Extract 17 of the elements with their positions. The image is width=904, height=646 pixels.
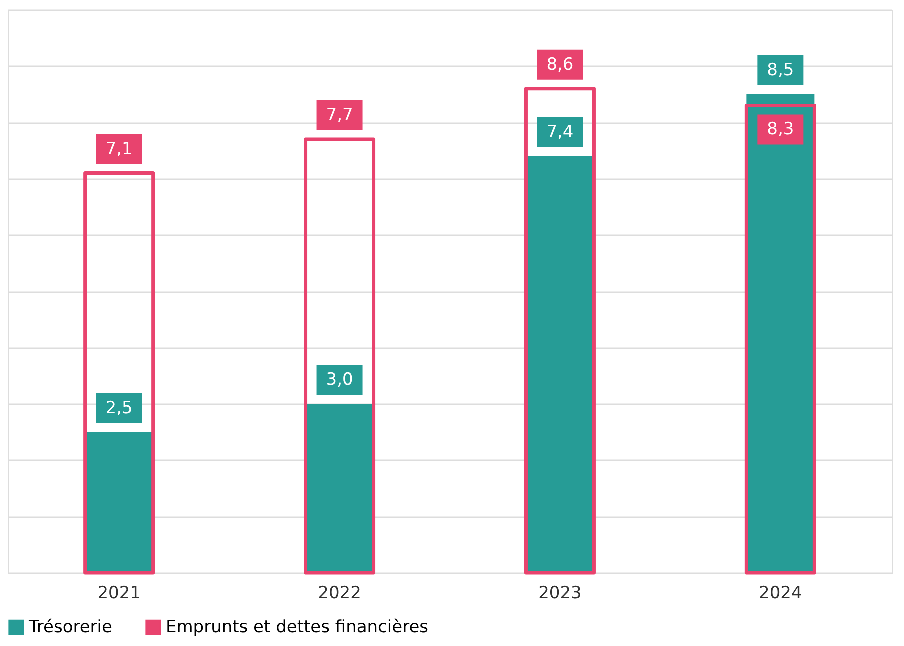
x-tick-label: 2023 <box>538 584 582 604</box>
data-label: 8,3 <box>767 120 794 140</box>
x-tick-label: 2024 <box>759 584 802 604</box>
x-tick-label: 2021 <box>98 584 141 604</box>
data-label: 7,1 <box>106 139 133 160</box>
data-label: 8,5 <box>767 60 794 80</box>
bar <box>306 404 374 573</box>
bar <box>85 432 154 573</box>
data-label: 3,0 <box>326 370 354 390</box>
legend-label: Trésorerie <box>28 618 112 638</box>
bar <box>526 156 594 573</box>
data-label: 7,7 <box>326 105 354 126</box>
data-label: 7,4 <box>546 122 574 142</box>
x-tick-label: 2022 <box>318 584 362 604</box>
data-label: 2,5 <box>106 398 133 418</box>
legend-label: Emprunts et dettes financières <box>166 618 429 638</box>
data-label: 8,6 <box>546 54 574 75</box>
